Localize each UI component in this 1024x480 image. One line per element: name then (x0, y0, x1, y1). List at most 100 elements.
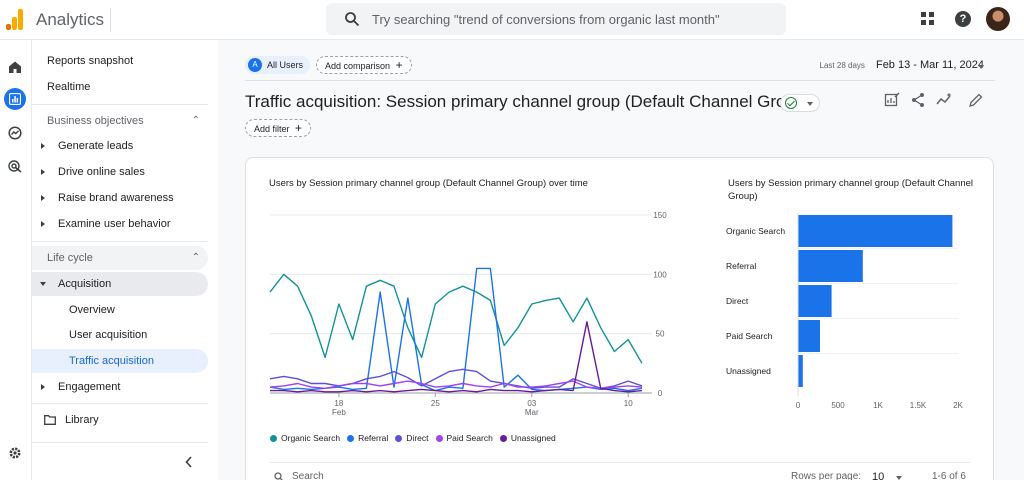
sidebar-item-reports-snapshot[interactable]: Reports snapshot (47, 55, 134, 67)
segment-chip-all-users[interactable]: A All Users (245, 56, 311, 74)
chevron-up-icon: ⌃ (191, 252, 200, 263)
x-tick-month-label: Feb (332, 408, 346, 417)
sidebar-item-user-acquisition[interactable]: User acquisition (69, 329, 148, 341)
sidebar-item-overview[interactable]: Overview (69, 304, 115, 316)
help-icon[interactable]: ? (955, 11, 971, 27)
sidebar-divider (32, 241, 208, 242)
series-line-referral[interactable] (269, 267, 643, 392)
admin-settings-button[interactable] (4, 442, 26, 464)
chevron-down-icon (807, 102, 813, 106)
search-bar[interactable]: Try searching "trend of conversions from… (326, 3, 786, 35)
page-title: Traffic acquisition: Session primary cha… (245, 92, 811, 111)
sidebar-item-acquisition[interactable]: Acquisition (32, 272, 208, 296)
sidebar-item-traffic-acquisition[interactable]: Traffic acquisition (32, 349, 208, 373)
legend-item-paid-search[interactable]: Paid Search (435, 433, 493, 443)
home-nav-button[interactable] (4, 56, 26, 78)
y-tick-label: 150 (653, 211, 667, 220)
sidebar-item-library[interactable]: Library (32, 408, 208, 432)
legend-label: Paid Search (446, 433, 493, 443)
add-filter-button[interactable]: Add filter + (245, 119, 312, 137)
x-tick-label: 25 (431, 399, 440, 408)
legend-label: Organic Search (281, 433, 341, 443)
x-tick-month-label: Mar (525, 408, 539, 417)
date-range-picker[interactable]: Last 28 days Feb 13 - Mar 11, 2024 (820, 59, 984, 71)
caret-right-icon (41, 384, 45, 390)
legend-label: Direct (406, 433, 429, 443)
x-tick-label: 10 (624, 399, 633, 408)
chevron-down-icon (896, 476, 902, 480)
bar-category-label: Referral (726, 261, 756, 271)
apps-grid-icon[interactable] (921, 12, 935, 26)
plus-icon: + (395, 58, 403, 72)
gear-icon (9, 447, 21, 459)
check-circle-icon (785, 97, 797, 109)
title-divider (110, 8, 111, 32)
collapse-sidebar-icon[interactable] (184, 456, 194, 468)
add-comparison-button[interactable]: Add comparison + (316, 56, 412, 74)
sidebar-item-drive-online-sales[interactable]: Drive online sales (32, 160, 208, 184)
rows-per-page-select[interactable]: 10 (872, 471, 885, 480)
legend-swatch (499, 434, 507, 442)
y-tick-label: 50 (656, 330, 665, 339)
line-chart-title: Users by Session primary channel group (… (269, 178, 588, 189)
date-range-value: Feb 13 - Mar 11, 2024 (875, 59, 984, 71)
analytics-logo[interactable] (6, 8, 24, 30)
explore-nav-button[interactable] (4, 122, 26, 144)
legend-item-unassigned[interactable]: Unassigned (499, 433, 556, 443)
top-bar: Analytics Try searching "trend of conver… (0, 0, 1024, 40)
sidebar-item-raise-brand-awareness[interactable]: Raise brand awareness (32, 186, 208, 210)
x-tick-label: 500 (831, 401, 845, 410)
plus-icon: + (295, 121, 303, 135)
table-search-input[interactable]: Search (292, 471, 324, 480)
bar-category-label: Direct (726, 296, 749, 306)
search-placeholder: Try searching "trend of conversions from… (372, 12, 720, 27)
section-life-cycle[interactable]: Life cycle ⌃ (32, 246, 208, 270)
legend-item-referral[interactable]: Referral (347, 433, 388, 443)
share-icon[interactable] (910, 92, 926, 108)
legend-item-organic-search[interactable]: Organic Search (270, 433, 340, 443)
series-line-unassigned[interactable] (270, 321, 643, 393)
series-line-paid-search[interactable] (269, 380, 643, 390)
pagination-text: 1-6 of 6 (932, 471, 966, 480)
advertising-nav-button[interactable] (4, 156, 26, 178)
section-business-objectives[interactable]: Business objectives ⌃ (32, 109, 208, 133)
caret-right-icon (41, 195, 45, 201)
sidebar-item-examine-user-behavior[interactable]: Examine user behavior (32, 212, 208, 236)
sidebar-item-engagement[interactable]: Engagement (32, 375, 208, 399)
bar-organic-search[interactable] (798, 215, 953, 247)
app-title: Analytics (36, 10, 105, 29)
account-avatar[interactable] (986, 7, 1010, 31)
bar-direct[interactable] (798, 285, 832, 317)
bar-referral[interactable] (798, 250, 863, 282)
data-quality-status[interactable] (780, 94, 820, 112)
reports-nav-button[interactable] (4, 88, 26, 110)
legend-swatch (435, 434, 443, 442)
legend-item-direct[interactable]: Direct (395, 433, 429, 443)
sidebar: Reports snapshot Realtime Business objec… (32, 40, 218, 480)
insights-icon[interactable] (936, 92, 952, 108)
edit-pencil-icon[interactable] (968, 92, 984, 108)
x-tick-label: 2K (953, 401, 963, 410)
search-icon (345, 12, 360, 27)
sidebar-divider (32, 442, 208, 443)
series-line-organic-search[interactable] (269, 273, 643, 364)
legend-swatch (270, 434, 277, 442)
bar-chart-icon (9, 93, 21, 105)
chart-legend: Organic Search Referral Direct Paid Search U… (270, 433, 563, 443)
bar-paid-search[interactable] (798, 320, 820, 352)
home-icon (9, 61, 21, 73)
rows-per-page-label: Rows per page: (791, 471, 862, 480)
legend-swatch (395, 434, 403, 442)
search-icon (274, 472, 283, 480)
sidebar-item-realtime[interactable]: Realtime (47, 81, 91, 93)
customize-report-icon[interactable] (884, 92, 900, 108)
sidebar-item-generate-leads[interactable]: Generate leads (32, 134, 208, 158)
x-tick-label: 1K (873, 401, 883, 410)
legend-label: Referral (358, 433, 389, 443)
bar-unassigned[interactable] (798, 355, 803, 387)
segment-badge: A (248, 58, 262, 72)
series-line-direct[interactable] (269, 368, 643, 390)
explore-icon (8, 126, 22, 140)
bar-chart[interactable]: 0 500 1K 1.5K 2K Organic Search Referral Direct… (716, 203, 986, 428)
